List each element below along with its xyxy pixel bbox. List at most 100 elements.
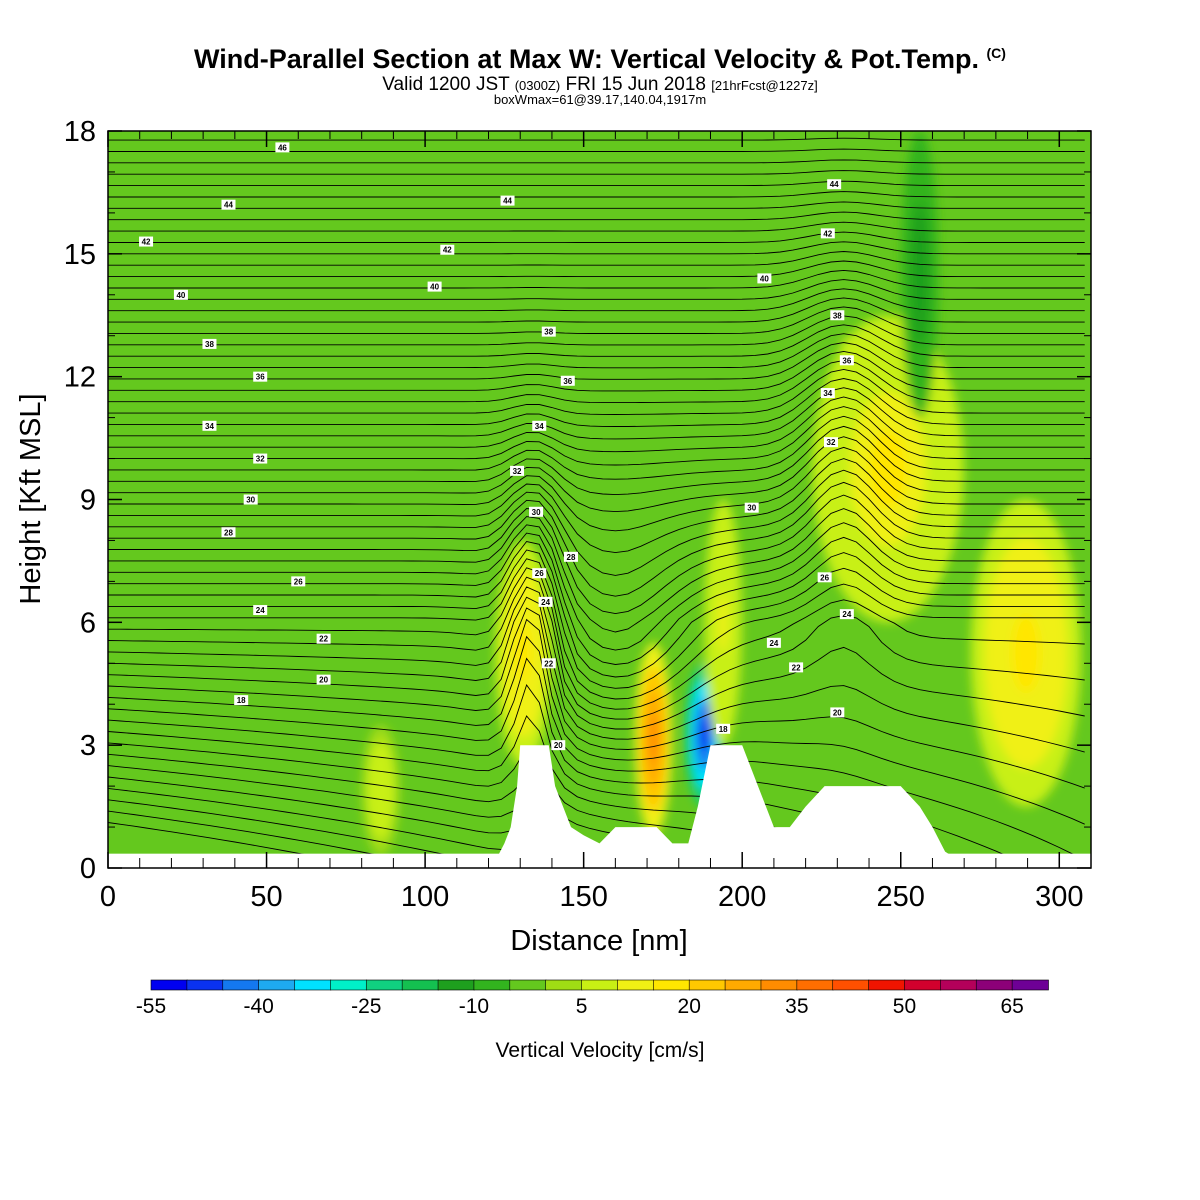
contour-label-bg (789, 662, 804, 673)
contour-label: 44 (500, 195, 515, 206)
contour-label: 34 (532, 420, 547, 431)
contour-label: 22 (789, 662, 804, 673)
contour-label: 44 (827, 179, 842, 190)
theta-contour (108, 368, 1085, 415)
contour-label-text: 34 (823, 389, 832, 398)
contour-label-bg (275, 142, 290, 153)
contour-label-text: 32 (256, 455, 265, 464)
theta-contour (108, 350, 1085, 392)
colorbar-swatch (653, 979, 691, 991)
contour-label: 40 (427, 281, 442, 292)
contour-label: 34 (820, 388, 835, 399)
vv-cell (718, 591, 728, 654)
vv-cell (516, 624, 531, 682)
theta-contour (108, 415, 1085, 480)
contour-label-text: 18 (719, 725, 728, 734)
contour-label-text: 28 (567, 553, 576, 562)
theta-contour (108, 359, 1085, 404)
x-tick-label: 150 (559, 881, 607, 913)
contour-label: 30 (243, 494, 258, 505)
contour-label-bg (551, 740, 566, 751)
contour-label-bg (827, 179, 842, 190)
contour-label-text: 32 (513, 467, 522, 476)
colorbar-swatch (975, 979, 1013, 991)
theta-contour (108, 425, 1085, 496)
theta-contour (108, 288, 1085, 312)
contour-label: 42 (139, 236, 154, 247)
theta-contour (108, 180, 1085, 187)
contour-label-text: 30 (246, 496, 255, 505)
colorbar-swatch (940, 979, 978, 991)
contour-label: 18 (234, 695, 249, 706)
y-tick-label: 0 (80, 853, 96, 885)
contour-label-bg (243, 494, 258, 505)
contour-label-bg (510, 465, 525, 476)
contour-label-bg (541, 326, 556, 337)
contour-label-text: 30 (747, 504, 756, 513)
terrain-profile (498, 745, 952, 868)
contour-label: 38 (541, 326, 556, 337)
theta-contour (108, 342, 1085, 380)
contour-label-text: 22 (792, 663, 801, 672)
contour-label-bg (253, 605, 268, 616)
theta-contour (108, 396, 1085, 453)
contour-label: 18 (716, 723, 731, 734)
contour-label: 24 (766, 637, 781, 648)
colorbar-swatch (437, 979, 475, 991)
contour-label: 46 (275, 142, 290, 153)
contour-label-bg (221, 527, 236, 538)
contour-label: 32 (253, 453, 268, 464)
contour-label-text: 20 (319, 676, 328, 685)
y-tick-label: 9 (80, 485, 96, 517)
colorbar-label: Vertical Velocity [cm/s] (496, 1039, 705, 1062)
colorbar-tick-label: -10 (459, 995, 489, 1018)
contour-label-bg (221, 199, 236, 210)
contour-label-bg (560, 375, 575, 386)
contour-label-bg (202, 338, 217, 349)
theta-contour (108, 406, 1085, 466)
colorbar-swatch (617, 979, 655, 991)
field-blobs (362, 131, 1082, 856)
vv-cell (699, 717, 709, 753)
contour-label-text: 24 (541, 598, 550, 607)
theta-contour (108, 170, 1085, 175)
contour-label-bg (563, 551, 578, 562)
theta-contours (108, 137, 1085, 868)
contour-label-bg (757, 273, 772, 284)
contour-label-text: 36 (842, 356, 851, 365)
theta-contour (108, 607, 1085, 789)
colorbar-tick-label: -55 (136, 995, 166, 1018)
contour-label-text: 32 (827, 438, 836, 447)
contour-label-bg (839, 609, 854, 620)
contour-label-bg (839, 355, 854, 366)
contour-label-text: 42 (142, 238, 151, 247)
x-tick-label: 200 (718, 881, 766, 913)
theta-contour (108, 387, 1085, 440)
theta-contour (108, 231, 1085, 243)
theta-contour (108, 469, 1085, 576)
contour-label-bg (532, 420, 547, 431)
contour-label-text: 22 (319, 635, 328, 644)
contour-label-bg (316, 633, 331, 644)
theta-contour (108, 596, 1085, 753)
theta-contour (108, 576, 1085, 720)
contour-label-bg (744, 502, 759, 513)
colorbar-swatch (724, 979, 762, 991)
contour-label: 26 (291, 576, 306, 587)
contour-label-bg (316, 674, 331, 685)
contour-label-bg (253, 453, 268, 464)
theta-contour (108, 532, 1085, 665)
colorbar-tick-label: 5 (576, 995, 588, 1018)
contour-label: 28 (221, 527, 236, 538)
theta-contour (108, 558, 1085, 700)
contour-label-bg (538, 596, 553, 607)
contour-label: 44 (221, 199, 236, 210)
theta-contour (108, 221, 1085, 232)
contour-label-bg (823, 437, 838, 448)
theta-contour (108, 378, 1085, 427)
contour-label-bg (716, 723, 731, 734)
vv-cell (915, 238, 925, 311)
contour-label: 38 (202, 338, 217, 349)
contour-label-bg (766, 637, 781, 648)
theta-contour (108, 567, 1085, 710)
